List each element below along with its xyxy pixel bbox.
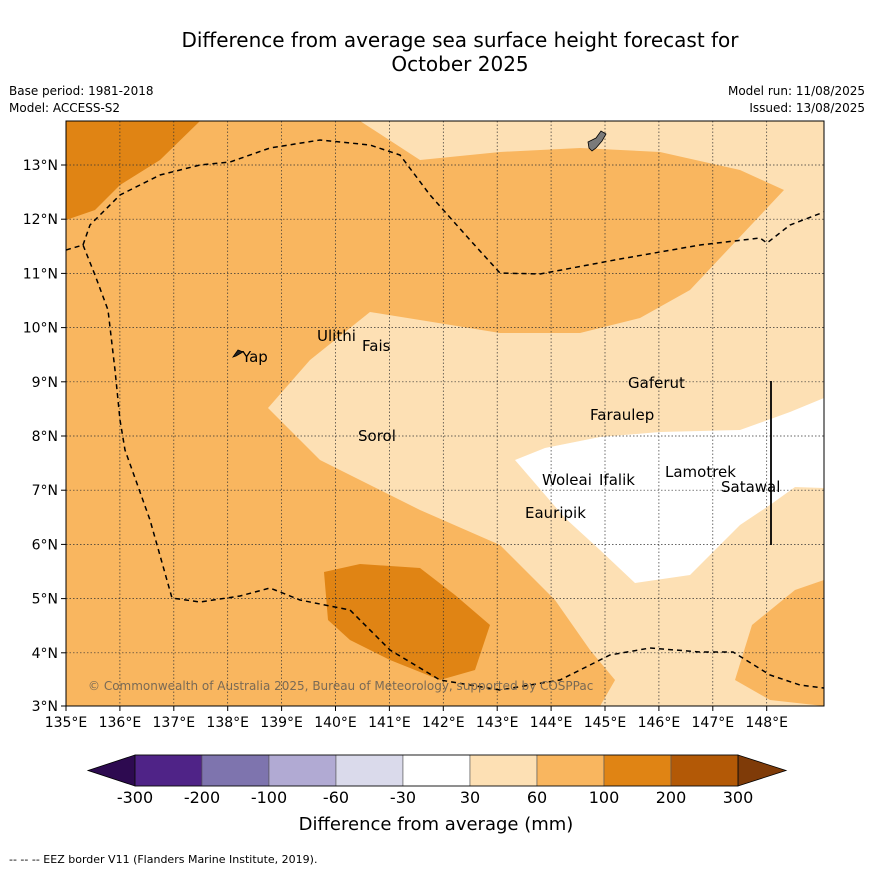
colorbar-bin [268, 754, 337, 787]
meta-left: Base period: 1981-2018 Model: ACCESS-S2 [9, 83, 154, 117]
colorbar-bin [402, 754, 471, 787]
colorbar-tick-label: -60 [323, 788, 349, 807]
colorbar-label: Difference from average (mm) [299, 814, 574, 835]
place-label-sorol: Sorol [358, 427, 396, 445]
place-label-eauripik: Eauripik [525, 504, 586, 522]
lat-tick-label: 6°N [32, 537, 58, 553]
lon-tick-label: 136°E [99, 715, 142, 731]
lon-tick-label: 148°E [745, 715, 788, 731]
eez-border-north [82, 139, 824, 275]
anomaly-100-200-region-s [324, 564, 490, 680]
colorbar-tick-label: 100 [589, 788, 620, 807]
map-title: Difference from average sea surface heig… [60, 28, 860, 76]
colorbar-bin [670, 754, 739, 787]
place-label-woleai: Woleai [542, 471, 592, 489]
eez-border-south [66, 244, 824, 691]
base-period: Base period: 1981-2018 [9, 84, 154, 98]
lat-tick-label: 13°N [23, 158, 58, 174]
colorbar-bin [469, 754, 538, 787]
lat-tick-label: 5°N [32, 592, 58, 608]
lat-tick-label: 8°N [32, 429, 58, 445]
place-label-satawal: Satawal [721, 478, 780, 496]
colorbar-tick-label: 60 [527, 788, 547, 807]
colorbar: -300 -200 -100 -60 -30 30 60 100 200 300 [86, 754, 788, 807]
model-name: Model: ACCESS-S2 [9, 101, 121, 115]
place-label-gaferut: Gaferut [628, 374, 685, 392]
title-line-1: Difference from average sea surface heig… [181, 28, 739, 52]
lat-tick-label: 10°N [23, 321, 58, 337]
place-labels: Yap Ulithi Fais Sorol Gaferut Faraulep L… [241, 327, 780, 522]
lon-tick-label: 144°E [530, 715, 573, 731]
lon-tick-label: 145°E [584, 715, 627, 731]
place-label-fais: Fais [362, 337, 391, 355]
colorbar-tick-label: 300 [723, 788, 754, 807]
lon-tick-label: 140°E [314, 715, 357, 731]
colorbar-bin [536, 754, 605, 787]
lat-tick-label: 7°N [32, 483, 58, 499]
model-run: Model run: 11/08/2025 [727, 84, 865, 98]
lon-tick-label: 135°E [45, 715, 88, 731]
map-frame [65, 120, 825, 707]
longitude-axis: 135°E 136°E 137°E 138°E 139°E 140°E 141°E 142°E… [45, 706, 788, 731]
copyright-text: © Commonwealth of Australia 2025, Bureau… [88, 679, 593, 693]
colorbar-bin [335, 754, 404, 787]
anomaly-100-200-region-nw [66, 121, 200, 220]
graticule [66, 121, 824, 706]
colorbar-tick-label: -30 [390, 788, 416, 807]
place-label-ifalik: Ifalik [599, 471, 635, 489]
anomaly-60-100-patch-s [560, 680, 615, 706]
lat-tick-label: 12°N [23, 212, 58, 228]
issued-date: Issued: 13/08/2025 [749, 101, 865, 115]
place-label-faraulep: Faraulep [590, 406, 654, 424]
lon-tick-label: 137°E [153, 715, 196, 731]
lon-tick-label: 141°E [368, 715, 411, 731]
lon-tick-label: 138°E [206, 715, 249, 731]
colorbar-tick-label: -300 [117, 788, 153, 807]
place-label-yap: Yap [241, 348, 268, 366]
colorbar-tick-label: 200 [656, 788, 687, 807]
lon-tick-label: 139°E [260, 715, 303, 731]
meta-right: Model run: 11/08/2025 Issued: 13/08/2025 [728, 83, 865, 117]
colorbar-tick-label: -100 [251, 788, 287, 807]
lat-tick-label: 9°N [32, 375, 58, 391]
anomaly-60-100-patch-se [735, 580, 824, 706]
colorbar-tick-label: -200 [184, 788, 220, 807]
lat-tick-label: 11°N [23, 266, 58, 282]
colorbar-bin [134, 754, 203, 787]
place-label-ulithi: Ulithi [317, 327, 356, 345]
colorbar-over-arrow [737, 754, 788, 787]
colorbar-frame [134, 754, 739, 787]
yap-island [231, 349, 244, 358]
lat-tick-label: 3°N [32, 699, 58, 715]
colorbar-tick-label: 30 [460, 788, 480, 807]
colorbar-bin [201, 754, 270, 787]
colorbar-bin [603, 754, 672, 787]
place-label-lamotrek: Lamotrek [665, 463, 736, 481]
colorbar-under-arrow [86, 754, 136, 787]
lat-tick-label: 4°N [32, 646, 58, 662]
lon-tick-label: 142°E [422, 715, 465, 731]
latitude-axis: 13°N 12°N 11°N 10°N 9°N 8°N 7°N 6°N 5°N 4°N 3°N [23, 158, 66, 715]
map-plot-area [66, 121, 824, 706]
lon-tick-label: 146°E [638, 715, 681, 731]
guam-island [587, 130, 607, 152]
eez-footnote: -- -- -- EEZ border V11 (Flanders Marine… [9, 853, 318, 866]
lon-tick-label: 147°E [692, 715, 735, 731]
lon-tick-label: 143°E [476, 715, 519, 731]
title-line-2: October 2025 [391, 52, 529, 76]
